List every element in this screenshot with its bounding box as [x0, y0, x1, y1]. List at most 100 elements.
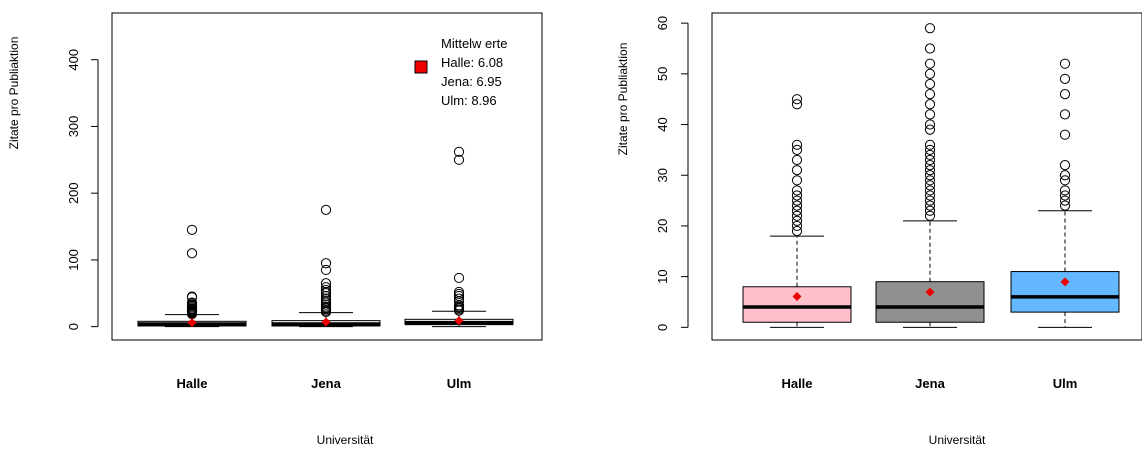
outlier-point	[791, 225, 803, 237]
outlier-point	[791, 215, 803, 226]
outlier-point	[924, 205, 936, 216]
outlier-point	[791, 165, 803, 176]
box-halle	[137, 224, 247, 328]
outlier-point	[791, 205, 803, 216]
y-axis-label: Zitate pro Publiaktion	[7, 37, 21, 150]
outlier-point	[1059, 89, 1071, 100]
outlier-point	[1059, 129, 1071, 140]
box-jena	[271, 204, 381, 328]
outlier-point	[1059, 195, 1071, 206]
outlier-point	[924, 185, 936, 196]
legend-entry-jena: Jena: 6.95	[441, 74, 502, 89]
outlier-point	[924, 159, 936, 171]
y-tick-label: 400	[66, 49, 81, 71]
box-halle	[742, 94, 852, 328]
boxes	[137, 146, 514, 328]
outlier-point	[924, 165, 936, 176]
outlier-point	[924, 180, 936, 191]
outlier-point	[924, 89, 936, 100]
outlier-point	[1059, 185, 1071, 196]
outlier-point	[791, 190, 803, 201]
outlier-point	[924, 78, 936, 90]
outlier-point	[924, 210, 936, 221]
outlier-point	[186, 248, 198, 259]
outlier-point	[1059, 170, 1071, 181]
plot-frame	[711, 12, 1142, 341]
outlier-point	[791, 99, 803, 110]
outlier-point	[924, 190, 936, 201]
mean-marker	[1060, 277, 1070, 287]
x-axis-label: Universität	[929, 433, 986, 447]
outlier-point	[1059, 200, 1071, 211]
y-tick-label: 10	[655, 269, 670, 283]
outlier-point	[1059, 175, 1071, 186]
left-boxplot-panel: 0 100 200 300 400 Halle Jena Ulm Zitate pro Pu…	[7, 12, 543, 447]
outlier-point	[453, 293, 465, 304]
y-tick-label: 50	[655, 67, 670, 81]
mean-marker	[792, 292, 802, 302]
outlier-point	[453, 272, 465, 284]
outlier-point	[924, 23, 936, 34]
y-tick-label: 0	[655, 324, 670, 331]
outlier-point	[924, 175, 936, 186]
y-axis: 0 100 200 300 400	[66, 49, 99, 330]
category-label-halle: Halle	[781, 376, 812, 391]
outlier-point	[791, 144, 803, 155]
outlier-point	[1059, 190, 1071, 201]
outlier-point	[186, 291, 198, 302]
y-tick-label: 20	[655, 219, 670, 233]
outlier-point	[320, 258, 332, 269]
outlier-point	[791, 94, 803, 105]
outlier-point	[320, 278, 332, 289]
outlier-point	[791, 195, 803, 206]
outlier-point	[924, 124, 936, 135]
outlier-point	[320, 284, 332, 296]
outlier-point	[791, 200, 803, 211]
category-label-ulm: Ulm	[1053, 376, 1078, 391]
outlier-point	[924, 119, 936, 130]
outlier-point	[1059, 159, 1071, 171]
outlier-point	[924, 43, 936, 54]
category-label-jena: Jena	[311, 376, 341, 391]
y-axis-label: Zitate pro Publiaktion	[616, 43, 630, 156]
y-tick-label: 300	[66, 116, 81, 138]
y-tick-label: 200	[66, 182, 81, 204]
plot-frame	[111, 12, 543, 341]
outlier-point	[924, 149, 936, 161]
outlier-point	[791, 154, 803, 166]
legend-swatch	[414, 60, 428, 74]
y-tick-label: 60	[655, 16, 670, 30]
outlier-point	[320, 282, 332, 293]
outlier-point	[791, 185, 803, 196]
outlier-point	[453, 146, 465, 157]
outlier-point	[924, 195, 936, 206]
outlier-point	[924, 68, 936, 79]
category-label-ulm: Ulm	[447, 376, 472, 391]
legend-entry-ulm: Ulm: 8.96	[441, 93, 497, 108]
outlier-point	[453, 286, 465, 298]
outlier-point	[924, 139, 936, 150]
y-tick-label: 30	[655, 168, 670, 182]
right-boxplot-panel: 0 10 20 30 40 50 60 Halle Jena Ulm Zitate pro Pu…	[616, 12, 1142, 447]
box-ulm	[404, 146, 514, 328]
outlier-point	[320, 264, 332, 276]
outlier-point	[320, 204, 332, 215]
x-axis-label: Universität	[317, 433, 374, 447]
y-tick-label: 0	[66, 323, 81, 330]
category-labels: Halle Jena Ulm	[176, 376, 471, 391]
outlier-point	[791, 175, 803, 186]
category-label-jena: Jena	[915, 376, 945, 391]
outlier-point	[320, 293, 332, 304]
outlier-point	[320, 290, 332, 302]
mean-marker	[321, 317, 331, 327]
outlier-point	[453, 154, 465, 165]
outlier-point	[186, 224, 198, 235]
box-ulm	[1010, 58, 1120, 328]
outlier-point	[924, 170, 936, 181]
category-label-halle: Halle	[176, 376, 207, 391]
box-jena	[875, 23, 985, 328]
outlier-point	[924, 58, 936, 69]
category-labels: Halle Jena Ulm	[781, 376, 1077, 391]
legend-entry-halle: Halle: 6.08	[441, 55, 503, 70]
outlier-point	[924, 109, 936, 120]
